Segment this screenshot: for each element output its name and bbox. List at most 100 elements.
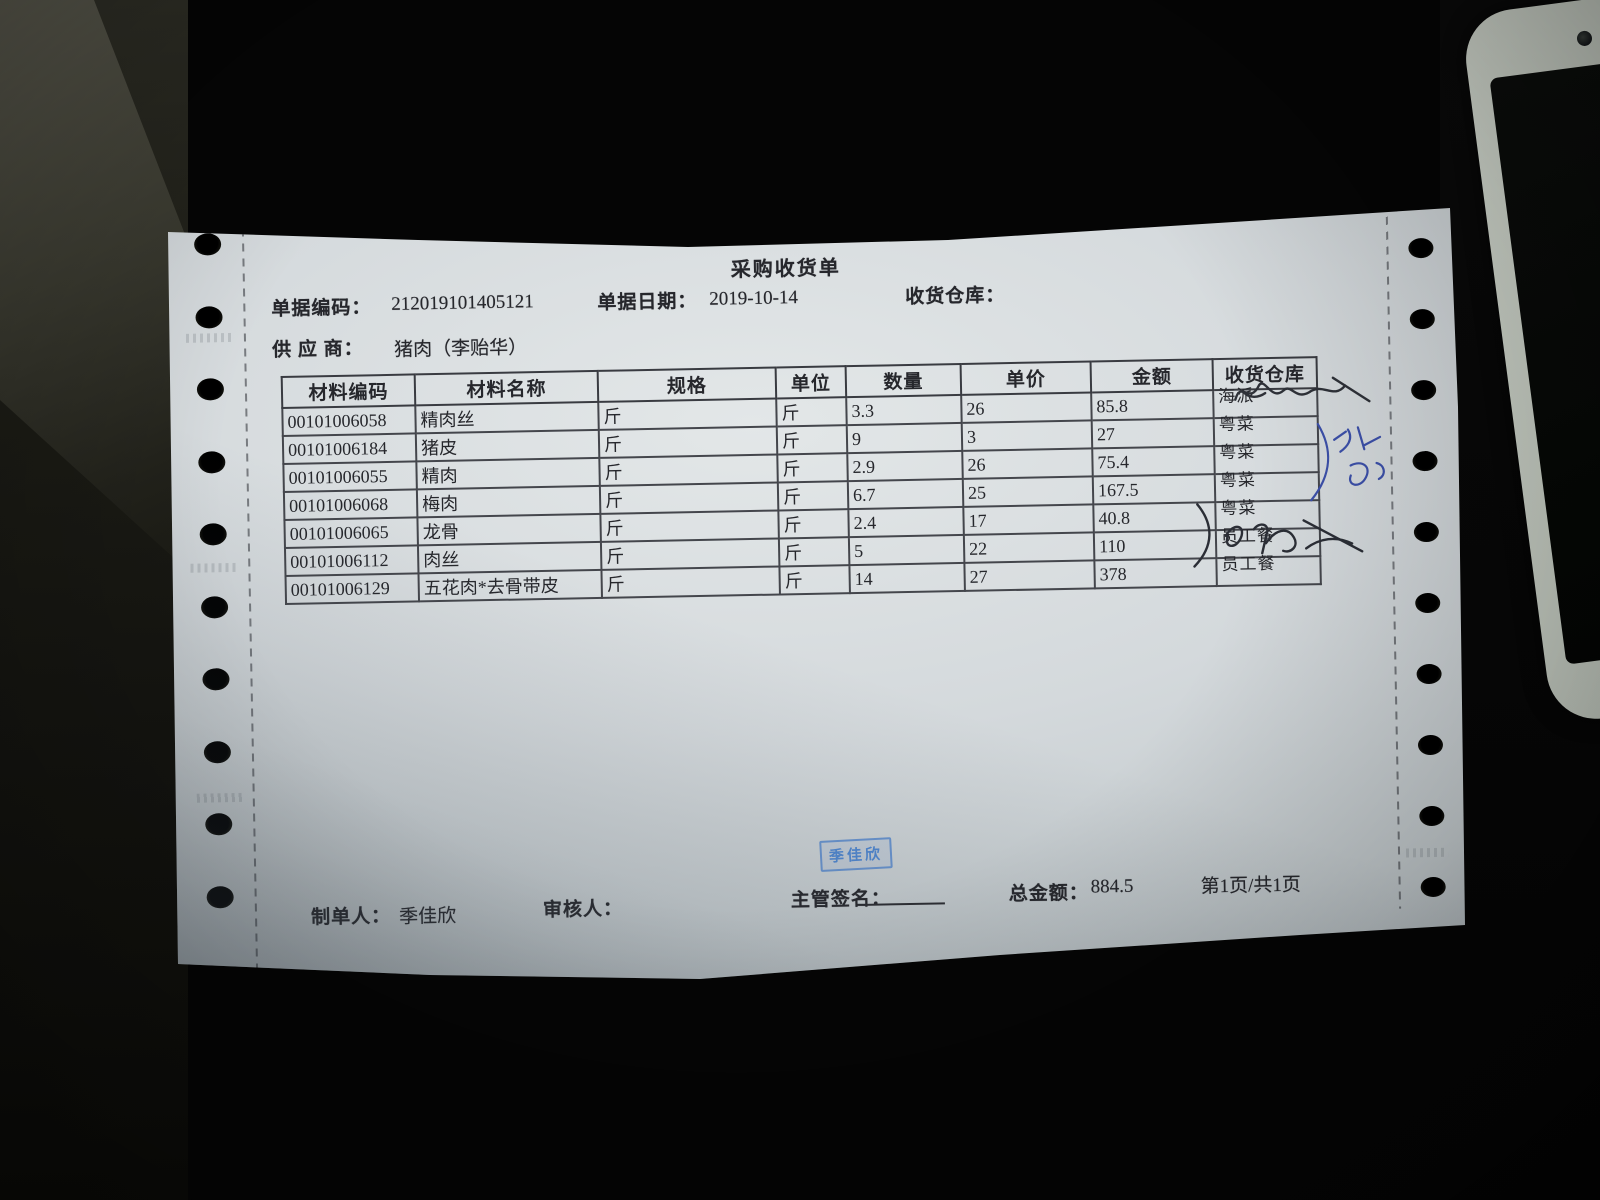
phone-camera-dot [1576,30,1593,47]
cell-name: 梅肉 [416,485,601,518]
tractor-feed-hole [199,523,227,546]
tractor-feed-hole [205,813,233,836]
receipt-paper: 采购收货单 单据编码： 212019101405121 单据日期： 2019-1… [168,208,1465,979]
column-header-2: 规格 [597,367,777,402]
cell-qty: 3.3 [846,394,962,426]
cell-price: 22 [963,532,1095,563]
supplier-label: 供 应 商： [271,338,364,362]
cell-amount: 27 [1091,418,1215,449]
supervisor-sign-label: 主管签名： [790,888,892,912]
cell-unit: 斤 [777,481,849,511]
signature-line [864,902,945,906]
cell-spec: 斤 [598,426,778,458]
cell-price: 25 [962,476,1094,507]
cell-code: 00101006129 [285,573,420,604]
name-stamp: 季佳欣 [819,837,893,872]
tractor-feed-hole [198,450,226,474]
cell-qty: 14 [849,562,965,594]
cell-qty: 5 [848,534,965,566]
cell-name: 龙骨 [417,513,601,546]
column-header-4: 数量 [845,363,962,398]
cell-name: 五花肉*去骨带皮 [418,569,602,602]
strip-print-mark [190,562,239,573]
tractor-feed-hole [1408,237,1434,259]
total-label: 总金额： [1008,882,1089,906]
tractor-feed-hole [1417,734,1444,756]
cell-spec: 斤 [600,538,780,570]
cell-spec: 斤 [600,510,779,542]
cell-price: 3 [961,420,1093,451]
tractor-feed-hole [1409,308,1435,330]
maker-value: 季佳欣 [398,905,457,928]
cell-unit: 斤 [778,509,849,539]
cell-qty: 2.4 [848,506,964,538]
doc-date-label: 单据日期： [597,291,698,314]
cell-name: 精肉 [416,457,600,490]
tractor-feed-hole [1410,379,1437,401]
strip-print-mark [1405,847,1449,858]
cell-qty: 9 [846,422,963,454]
cell-price: 26 [961,392,1092,423]
tractor-feed-hole [206,885,234,909]
doc-date-value: 2019-10-14 [709,287,799,310]
cell-price: 26 [962,448,1093,479]
auditor-label: 审核人： [542,898,624,922]
cell-code: 00101006065 [284,517,418,548]
tractor-feed-hole [202,668,230,691]
cell-unit: 斤 [779,565,850,595]
tractor-feed-hole [1412,450,1438,472]
cell-qty: 6.7 [847,478,964,510]
cell-code: 00101006068 [283,489,418,520]
total-value: 884.5 [1090,875,1134,898]
doc-warehouse-label: 收货仓库： [905,285,1006,309]
column-header-1: 材料名称 [414,370,599,406]
cell-code: 00101006055 [283,461,417,492]
cell-unit: 斤 [776,397,847,427]
cell-price: 17 [963,504,1094,535]
doc-code-label: 单据编码： [271,297,372,321]
handwritten-signature-1 [1234,376,1371,403]
document-title: 采购收货单 [730,257,841,282]
tractor-feed-hole [1416,663,1442,685]
items-table: 材料编码 材料名称 规格 单位 数量 单价 金额 收货仓库 00101006058 精肉丝斤斤 3… [281,356,1322,605]
handwritten-note-dark [1193,503,1364,568]
cell-name: 猪皮 [415,429,600,462]
cell-name: 精肉丝 [415,401,599,434]
perforation-line-right [1385,208,1402,909]
tractor-feed-hole [196,378,225,401]
cell-code: 00101006112 [284,545,419,576]
strip-print-mark [185,332,235,343]
column-header-5: 单价 [960,361,1092,395]
perforation-line-left [241,228,259,969]
cell-price: 27 [964,560,1095,591]
cell-unit: 斤 [778,537,850,567]
doc-code-value: 212019101405121 [391,291,534,315]
cell-unit: 斤 [777,453,848,483]
tractor-feed-hole [1413,521,1440,543]
tractor-feed-hole [193,233,222,256]
column-header-0: 材料编码 [281,374,416,408]
cell-spec: 斤 [601,566,780,598]
tractor-feed-hole [195,305,223,329]
cell-unit: 斤 [776,425,848,455]
tractor-feed-hole [1420,876,1446,898]
cell-amount: 75.4 [1092,446,1215,477]
cell-code: 00101006058 [282,405,416,436]
strip-print-mark [196,792,243,803]
maker-label: 制单人： [310,905,392,929]
page-info: 第1页/共1页 [1200,874,1302,898]
tractor-feed-hole [200,595,229,619]
receipt-content: 采购收货单 单据编码： 212019101405121 单据日期： 2019-1… [168,208,1465,979]
cell-spec: 斤 [599,454,778,486]
column-header-3: 单位 [775,366,847,399]
tractor-feed-hole [1415,592,1441,614]
supplier-value: 猪肉（李贻华） [394,337,528,361]
column-header-6: 金额 [1090,359,1214,393]
handwritten-note-blue [1310,423,1385,502]
tractor-feed-hole [203,740,232,764]
cell-qty: 2.9 [847,450,963,482]
cell-amount: 85.8 [1091,390,1214,421]
cell-spec: 斤 [599,482,779,514]
cell-code: 00101006184 [282,433,417,464]
